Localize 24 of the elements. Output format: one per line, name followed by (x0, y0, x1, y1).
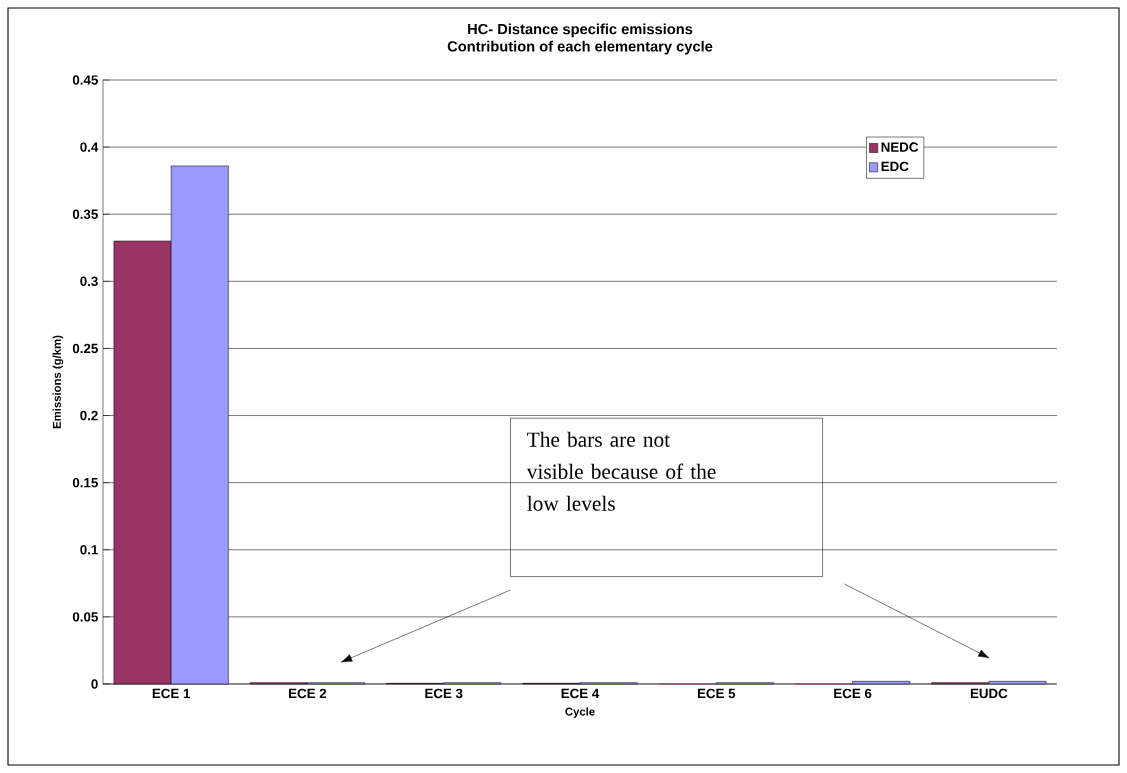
y-tick-label: 0.05 (72, 612, 98, 622)
y-tick-label: 0.3 (80, 276, 98, 287)
legend-label: EDC (881, 161, 909, 172)
y-tick-label: 0.4 (80, 142, 99, 152)
y-tick-label: 0 (91, 679, 98, 689)
chart-title: HC- Distance specific emissions (468, 23, 693, 38)
y-axis-title: Emissions (g/km) (52, 335, 64, 429)
x-tick-label: ECE 2 (289, 688, 327, 699)
x-tick-label: ECE 6 (834, 688, 872, 699)
chart-subtitle: Contribution of each elementary cycle (447, 40, 713, 55)
y-tick-label: 0.35 (72, 209, 98, 219)
x-tick-label: ECE 4 (561, 688, 600, 699)
legend-label: NEDC (881, 142, 919, 152)
x-tick-label: EUDC (970, 688, 1008, 699)
y-tick-label: 0.2 (80, 410, 98, 421)
x-tick-label: ECE 3 (425, 688, 463, 699)
x-tick-label: ECE 1 (152, 688, 191, 699)
x-tick-label: ECE 5 (697, 688, 736, 699)
y-tick-label: 0.1 (80, 545, 98, 555)
y-tick-label: 0.25 (72, 343, 98, 354)
y-tick-label: 0.45 (72, 75, 98, 85)
x-axis-title: Cycle (565, 707, 595, 718)
annotation: The bars are not visible because of the low levels (526, 431, 716, 511)
y-tick-label: 0.15 (72, 477, 98, 488)
